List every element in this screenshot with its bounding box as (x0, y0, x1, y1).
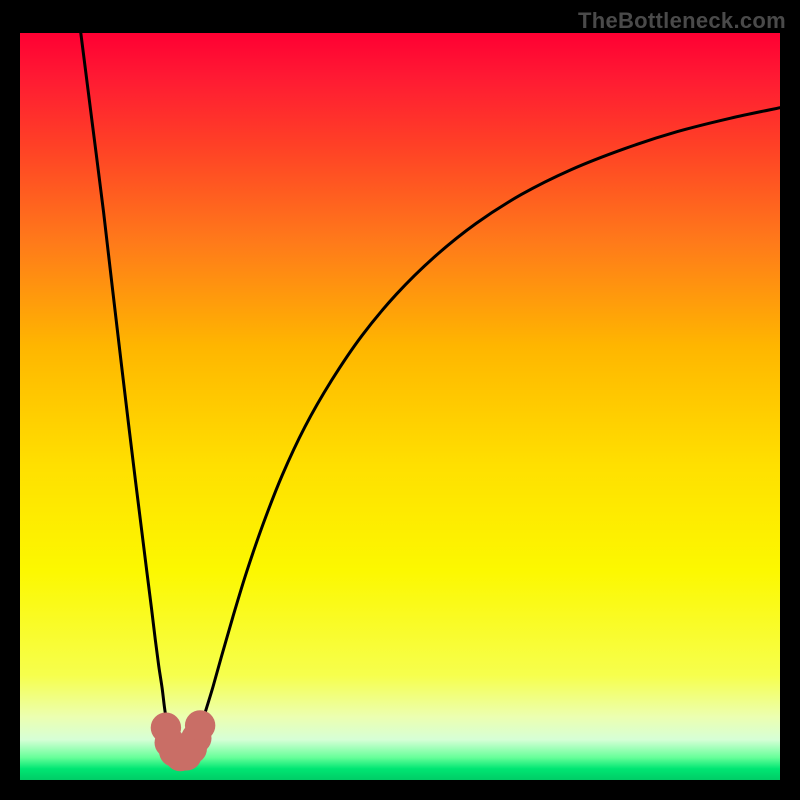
curve-node (185, 710, 215, 740)
watermark-text: TheBottleneck.com (578, 8, 786, 34)
gradient-background (20, 33, 780, 780)
chart-frame: TheBottleneck.com (0, 0, 800, 800)
bottleneck-chart (20, 33, 780, 780)
plot-area (20, 33, 780, 780)
